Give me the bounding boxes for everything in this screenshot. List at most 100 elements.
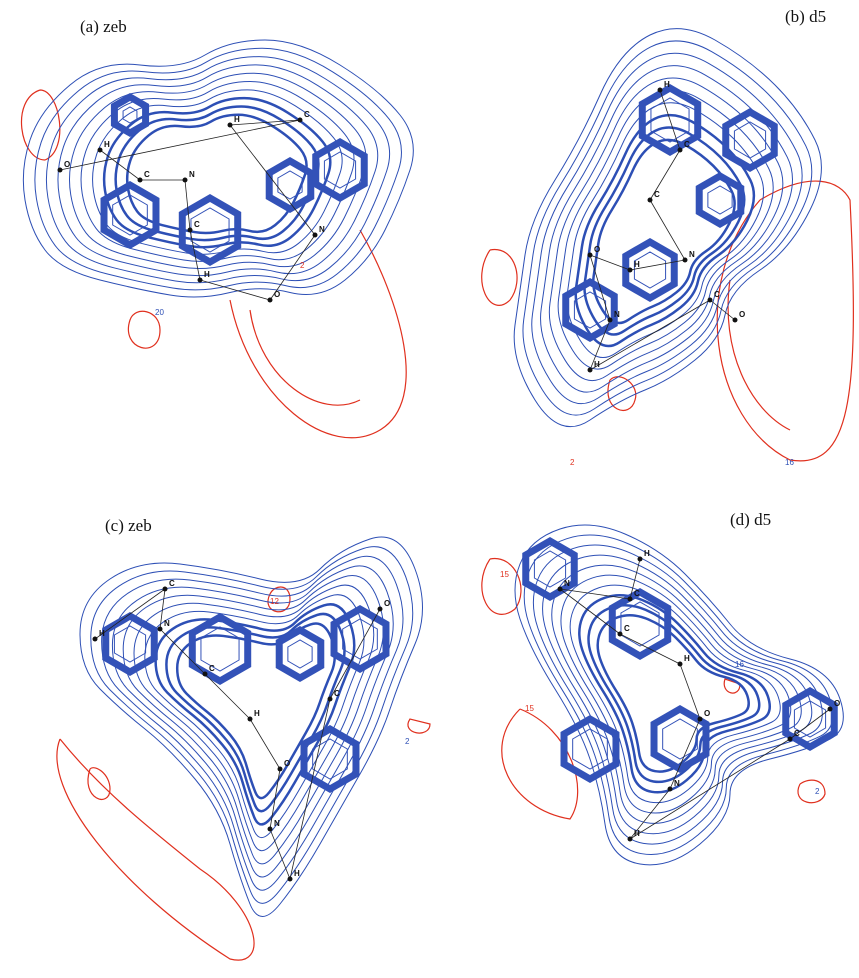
atom-dot bbox=[228, 123, 233, 128]
atom-dot bbox=[628, 597, 633, 602]
atom-label: H bbox=[594, 360, 600, 369]
atom-label: N bbox=[564, 579, 570, 588]
positive-contour bbox=[80, 537, 423, 917]
atom-label: H bbox=[204, 270, 210, 279]
atom-dot bbox=[628, 837, 633, 842]
atom-dot bbox=[93, 637, 98, 642]
ring-contour bbox=[278, 171, 302, 199]
atom-dot bbox=[288, 877, 293, 882]
negative-contour bbox=[88, 768, 110, 800]
atom-dot bbox=[788, 737, 793, 742]
positive-contour bbox=[598, 615, 749, 771]
atom-dot bbox=[618, 632, 623, 637]
ring-contour bbox=[634, 252, 665, 288]
atom-dot bbox=[588, 253, 593, 258]
atom-dot bbox=[203, 672, 208, 677]
atom-label: H bbox=[104, 140, 110, 149]
atom-label: N bbox=[189, 170, 195, 179]
negative-contour bbox=[728, 280, 790, 430]
bond bbox=[250, 719, 280, 769]
atom-label: H bbox=[634, 260, 640, 269]
ring-contour bbox=[534, 551, 565, 587]
negative-contour bbox=[230, 230, 406, 438]
negative-contour bbox=[482, 250, 517, 306]
atom-label: H bbox=[664, 80, 670, 89]
atom-label: C bbox=[144, 170, 150, 179]
atom-label: O bbox=[284, 759, 290, 768]
atom-dot bbox=[248, 717, 253, 722]
atom-dot bbox=[163, 587, 168, 592]
atom-label: H bbox=[254, 709, 260, 718]
atom-label: N bbox=[319, 225, 325, 234]
ring-contour bbox=[201, 627, 239, 671]
atom-label: H bbox=[234, 115, 240, 124]
contour-label: 2 bbox=[405, 737, 410, 746]
ring-contour bbox=[123, 107, 137, 123]
atom-dot bbox=[298, 118, 303, 123]
atom-label: C bbox=[624, 624, 630, 633]
atom-label: C bbox=[684, 140, 690, 149]
contour-label: 15 bbox=[500, 570, 509, 579]
atom-dot bbox=[328, 697, 333, 702]
panel-label: (b) d5 bbox=[785, 7, 826, 26]
atom-label: H bbox=[99, 629, 105, 638]
atom-dot bbox=[648, 198, 653, 203]
atom-dot bbox=[268, 827, 273, 832]
atom-dot bbox=[828, 707, 833, 712]
atom-label: O bbox=[274, 290, 280, 299]
positive-contour bbox=[46, 57, 389, 283]
atom-dot bbox=[158, 627, 163, 632]
atom-label: H bbox=[294, 869, 300, 878]
negative-contour bbox=[57, 739, 254, 960]
ring-contour bbox=[279, 630, 321, 678]
atom-label: C bbox=[194, 220, 200, 229]
contour-label: 15 bbox=[525, 704, 534, 713]
atom-label: O bbox=[594, 245, 600, 254]
panel: HCNCHONHCO220(a) zeb bbox=[21, 17, 413, 438]
atom-label: N bbox=[274, 819, 280, 828]
atom-label: N bbox=[164, 619, 170, 628]
negative-contour bbox=[408, 719, 430, 733]
ring-contour bbox=[288, 640, 312, 668]
atom-label: C bbox=[654, 190, 660, 199]
contour-label: 2 bbox=[300, 261, 305, 270]
atom-dot bbox=[98, 148, 103, 153]
panel-label: (c) zeb bbox=[105, 516, 152, 535]
ring-contour bbox=[114, 626, 145, 662]
atom-label: C bbox=[209, 664, 215, 673]
contour-label: 16 bbox=[735, 660, 744, 669]
atom-dot bbox=[313, 233, 318, 238]
atom-label: O bbox=[64, 160, 70, 169]
atom-dot bbox=[138, 178, 143, 183]
atom-dot bbox=[58, 168, 63, 173]
atom-label: O bbox=[704, 709, 710, 718]
ring-contour bbox=[114, 97, 145, 133]
atom-dot bbox=[638, 557, 643, 562]
atom-label: C bbox=[304, 110, 310, 119]
contour-label: 12 bbox=[270, 597, 279, 606]
atom-label: C bbox=[634, 589, 640, 598]
panel-label: (d) d5 bbox=[730, 510, 771, 529]
atom-dot bbox=[698, 717, 703, 722]
bond bbox=[60, 120, 300, 170]
panel-label: (a) zeb bbox=[80, 17, 127, 36]
atom-label: H bbox=[634, 829, 640, 838]
atom-dot bbox=[733, 318, 738, 323]
atom-dot bbox=[198, 278, 203, 283]
atom-label: C bbox=[714, 290, 720, 299]
contour-label: 16 bbox=[785, 458, 794, 467]
atom-label: H bbox=[684, 654, 690, 663]
atom-label: N bbox=[689, 250, 695, 259]
atom-dot bbox=[278, 767, 283, 772]
atom-dot bbox=[188, 228, 193, 233]
bond bbox=[205, 674, 250, 719]
figure: HCNCHONHCO220(a) zebHCCNHONHCO216(b) d5H… bbox=[0, 0, 859, 978]
positive-contour bbox=[91, 547, 413, 904]
atom-label: O bbox=[739, 310, 745, 319]
bond bbox=[200, 280, 270, 300]
atom-dot bbox=[678, 148, 683, 153]
atom-dot bbox=[268, 298, 273, 303]
atom-dot bbox=[708, 298, 713, 303]
contour-label: 2 bbox=[570, 458, 575, 467]
